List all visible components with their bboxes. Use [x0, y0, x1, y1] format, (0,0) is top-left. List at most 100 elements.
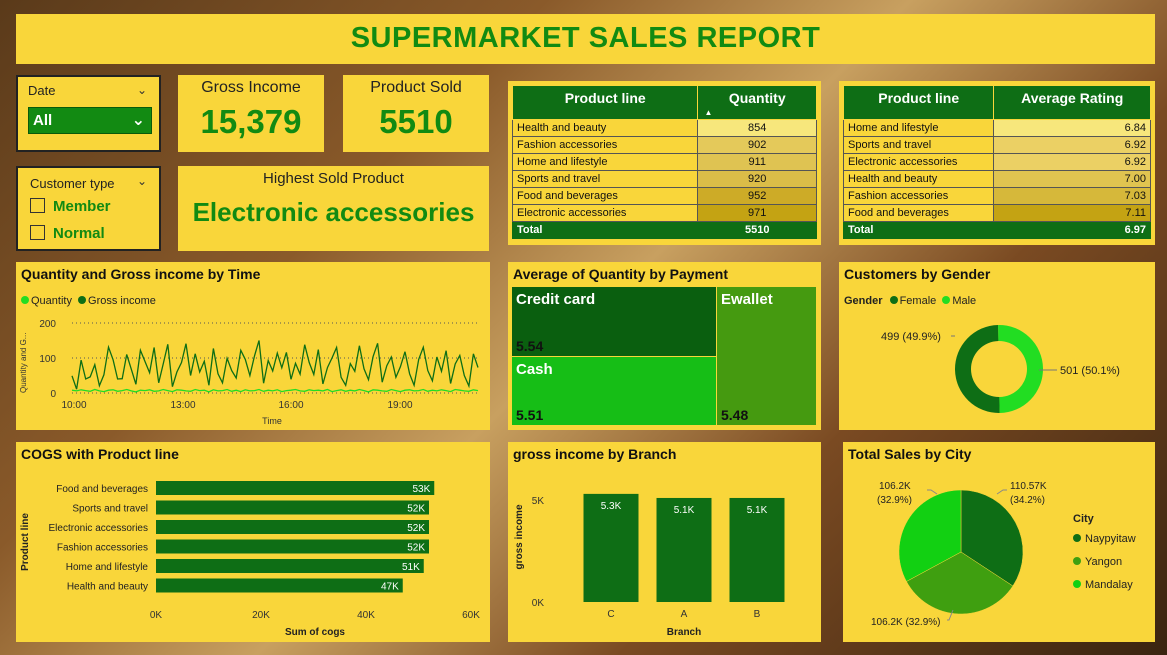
- legend-gross-income: Gross income: [88, 295, 156, 307]
- table-row[interactable]: Health and beauty 854: [511, 119, 817, 137]
- pie-slice-group: [898, 489, 1024, 615]
- cogs-bar[interactable]: [156, 559, 424, 573]
- table-row[interactable]: Fashion accessories 902: [511, 136, 817, 154]
- chevron-down-icon[interactable]: ⌄: [136, 174, 147, 188]
- table-row[interactable]: Fashion accessories 7.03: [842, 187, 1151, 205]
- column-header-product-line[interactable]: Product line: [842, 85, 995, 120]
- legend-dot-icon: [942, 296, 951, 304]
- pie-chart-title: Total Sales by City: [848, 446, 972, 462]
- line-series-quantity[interactable]: [71, 388, 479, 393]
- legend-dot-icon: [1073, 580, 1081, 588]
- pie-slice-mandalay[interactable]: [898, 489, 962, 582]
- pie-chart: 110.57K (34.2%) 106.2K (32.9%) 106.2K (3…: [871, 481, 1136, 628]
- cogs-value-label: 52K: [407, 504, 425, 515]
- treemap-tile-value: 5.51: [516, 407, 544, 423]
- table-cell-value: 5510: [697, 221, 817, 239]
- cogs-chart-title: COGS with Product line: [21, 446, 179, 462]
- cogs-bar[interactable]: [156, 578, 403, 593]
- table-row[interactable]: Electronic accessories 6.92: [842, 153, 1151, 171]
- member-checkbox[interactable]: Member: [30, 198, 111, 215]
- legend-mandalay: Mandalay: [1085, 579, 1133, 591]
- checkbox-icon[interactable]: [30, 225, 45, 240]
- product-sold-card: Product Sold 5510: [343, 75, 489, 152]
- gross-income-value: 15,379: [200, 103, 302, 140]
- column-header-quantity-label: Quantity: [728, 90, 786, 106]
- legend-male: Male: [952, 295, 977, 307]
- donut-legend: Gender Female Male: [844, 295, 976, 307]
- legend-title: Gender: [844, 295, 883, 307]
- checkbox-icon[interactable]: [30, 198, 45, 213]
- cogs-category-label: Home and lifestyle: [66, 562, 149, 573]
- table-cell-value: 6.92: [993, 136, 1151, 154]
- y-tick-label: 200: [39, 319, 56, 330]
- highest-sold-value: Electronic accessories: [192, 197, 475, 227]
- table-cell-value: 6.97: [993, 221, 1151, 239]
- table-cell-value: 7.11: [993, 204, 1151, 222]
- table-cell-value: 6.92: [993, 153, 1151, 171]
- line-series-gross-income[interactable]: [71, 340, 479, 390]
- cogs-bar[interactable]: [156, 500, 429, 515]
- table-cell-name: Fashion accessories: [842, 187, 995, 205]
- cogs-value-label: 52K: [407, 523, 425, 534]
- pie-legend-title: City: [1073, 513, 1095, 525]
- branch-value-label: 5.3K: [601, 501, 622, 512]
- donut-slice-male[interactable]: [998, 325, 1043, 413]
- line-chart-title: Quantity and Gross income by Time: [21, 266, 261, 282]
- treemap-tile-name: Ewallet: [721, 291, 773, 308]
- table-cell-name: Food and beverages: [842, 204, 995, 222]
- treemap-tile-cash[interactable]: Cash 5.51: [512, 357, 716, 425]
- treemap-tile-ewallet[interactable]: Ewallet 5.48: [717, 287, 816, 425]
- x-tick-label: 0K: [150, 610, 163, 621]
- normal-checkbox[interactable]: Normal: [30, 225, 105, 242]
- cogs-category-label: Sports and travel: [72, 504, 148, 515]
- cogs-bar-chart: Product line Food and beverages 53K Sports…: [20, 481, 480, 638]
- branch-bar[interactable]: [583, 493, 639, 602]
- column-header-average-rating[interactable]: Average Rating: [993, 85, 1151, 120]
- pie-label-yangon: 106.2K (32.9%): [871, 617, 941, 628]
- x-tick-label: 16:00: [278, 400, 303, 411]
- branch-bar[interactable]: [656, 497, 712, 602]
- cogs-bar[interactable]: [156, 481, 435, 495]
- cogs-bar[interactable]: [156, 539, 429, 554]
- table-total-row: Total 5510: [511, 221, 817, 239]
- table-cell-name: Electronic accessories: [842, 153, 995, 171]
- pie-chart-panel: Total Sales by City 110.57K (34.2%) 106.…: [843, 442, 1155, 642]
- customer-type-slicer: Customer type ⌄ Member Normal: [16, 166, 161, 251]
- date-dropdown[interactable]: All ⌄: [28, 107, 152, 134]
- table-cell-name: Fashion accessories: [511, 136, 699, 154]
- table-row[interactable]: Food and beverages 7.11: [842, 204, 1151, 222]
- treemap-tile-name: Cash: [516, 361, 553, 378]
- treemap-tile-credit-card[interactable]: Credit card 5.54: [512, 287, 716, 356]
- table-row[interactable]: Sports and travel 920: [511, 170, 817, 188]
- chevron-down-icon: ⌄: [131, 112, 145, 129]
- customer-type-label: Customer type: [30, 176, 115, 191]
- gross-income-card: Gross Income 15,379: [178, 75, 324, 152]
- table-row[interactable]: Electronic accessories 971: [511, 204, 817, 222]
- pie-slice-yangon[interactable]: [906, 551, 1014, 615]
- product-sold-label: Product Sold: [370, 79, 462, 96]
- table-row[interactable]: Health and beauty 7.00: [842, 170, 1151, 188]
- chevron-down-icon[interactable]: ⌄: [136, 83, 147, 97]
- branch-bar[interactable]: [729, 497, 785, 602]
- line-chart: Quantity and G... 200 100 0 10:00 13:00 …: [19, 319, 479, 426]
- column-header-quantity[interactable]: ▲ Quantity: [697, 85, 817, 120]
- table-row[interactable]: Food and beverages 952: [511, 187, 817, 205]
- pie-label-mandalay-percent: (32.9%): [877, 495, 912, 506]
- table-row[interactable]: Home and lifestyle 6.84: [842, 119, 1151, 137]
- rating-table: Product line Average Rating Home and lif…: [842, 85, 1151, 239]
- cogs-value-label: 53K: [412, 484, 430, 495]
- cogs-chart-panel: COGS with Product line Product line Food…: [16, 442, 490, 642]
- table-cell-name: Health and beauty: [511, 119, 699, 137]
- cogs-bar[interactable]: [156, 520, 429, 534]
- table-row[interactable]: Sports and travel 6.92: [842, 136, 1151, 154]
- legend-dot-icon: [889, 296, 898, 304]
- table-row[interactable]: Home and lifestyle 911: [511, 153, 817, 171]
- treemap-tile-name: Credit card: [516, 291, 596, 308]
- y-tick-label: 0K: [532, 598, 545, 609]
- branch-category-label: C: [607, 609, 614, 620]
- table-cell-name: Food and beverages: [511, 187, 699, 205]
- column-header-product-line[interactable]: Product line: [511, 85, 699, 120]
- branch-bar-chart: gross income 5K 0K 5.3K C 5.1K A 5.1K B Branc…: [514, 493, 785, 638]
- x-tick-label: 60K: [462, 610, 480, 621]
- donut-slice-female[interactable]: [954, 325, 1000, 413]
